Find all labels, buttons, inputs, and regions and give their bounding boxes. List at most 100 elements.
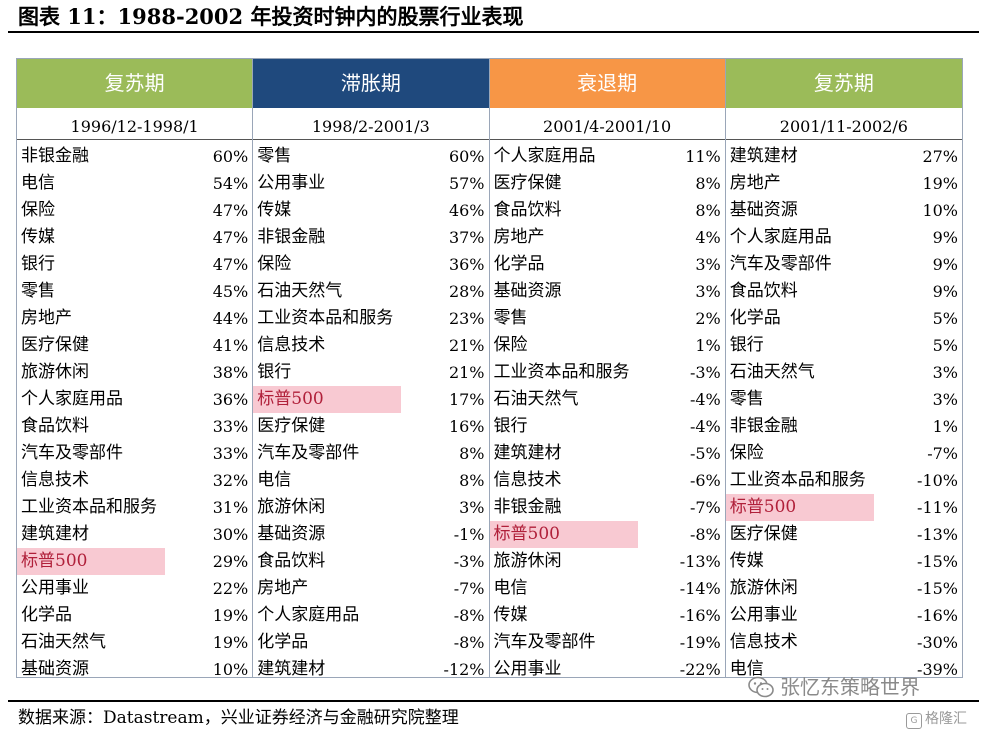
sector-return: -14%: [679, 579, 721, 598]
sector-name: 标普500: [21, 551, 88, 571]
sector-name: 食品饮料: [493, 200, 562, 220]
sector-return: 10%: [212, 660, 249, 679]
sector-row: 房地产 -7%: [253, 575, 488, 602]
sector-row: 非银金融 -7%: [490, 494, 725, 521]
sector-row: 非银金融 1%: [726, 413, 962, 440]
sector-return: 54%: [212, 174, 249, 193]
sector-return: 3%: [459, 498, 485, 517]
sector-row: 零售 60%: [253, 143, 488, 170]
sector-row: 化学品 5%: [726, 305, 962, 332]
sector-row: 基础资源 3%: [490, 278, 725, 305]
sector-name: 传媒: [493, 605, 528, 625]
sector-row: 公用事业 -22%: [490, 656, 725, 683]
benchmark-row: 标普500 17%: [253, 386, 488, 413]
sector-return: -8%: [689, 525, 721, 544]
sector-return: -11%: [917, 498, 958, 517]
sector-row: 个人家庭用品 36%: [17, 386, 252, 413]
period-label: 2001/11-2002/6: [725, 112, 962, 140]
sector-return: -30%: [917, 633, 958, 652]
sector-row: 银行 47%: [17, 251, 252, 278]
sector-name: 房地产: [257, 578, 309, 598]
sector-return: 16%: [448, 417, 485, 436]
sector-row: 旅游休闲 3%: [253, 494, 488, 521]
sector-row: 非银金融 37%: [253, 224, 488, 251]
sector-return: -19%: [679, 633, 721, 652]
sector-return: 21%: [448, 363, 485, 382]
sector-return: 38%: [212, 363, 249, 382]
sector-return: 46%: [448, 201, 485, 220]
sector-name: 汽车及零部件: [21, 443, 123, 463]
sector-return: -39%: [917, 660, 958, 679]
sector-row: 石油天然气 19%: [17, 629, 252, 656]
sector-row: 汽车及零部件 8%: [253, 440, 488, 467]
sector-row: 信息技术 -6%: [490, 467, 725, 494]
highlight-box: [253, 386, 402, 413]
sector-name: 电信: [257, 470, 292, 490]
sector-row: 公用事业 57%: [253, 170, 488, 197]
sector-return: 19%: [922, 174, 958, 193]
sector-return: -7%: [453, 579, 485, 598]
sector-return: -3%: [689, 363, 721, 382]
sector-return: 9%: [932, 255, 958, 274]
sector-row: 医疗保健 41%: [17, 332, 252, 359]
sector-return: 44%: [212, 309, 249, 328]
sector-name: 旅游休闲: [21, 362, 89, 382]
sector-name: 房地产: [493, 227, 545, 247]
sector-return: 36%: [212, 390, 249, 409]
sector-row: 化学品 19%: [17, 602, 252, 629]
sector-name: 工业资本品和服务: [729, 470, 866, 490]
sector-name: 旅游休闲: [729, 578, 798, 598]
sector-name: 医疗保健: [493, 173, 562, 193]
sector-name: 零售: [729, 389, 764, 409]
sector-return: 8%: [695, 201, 721, 220]
watermark-secondary: G 格隆汇: [906, 708, 967, 730]
sector-name: 保险: [729, 443, 764, 463]
sector-name: 工业资本品和服务: [21, 497, 157, 517]
sector-return: 47%: [212, 255, 249, 274]
sector-name: 食品饮料: [21, 416, 89, 436]
wechat-icon: [748, 676, 774, 698]
period-label: 2001/4-2001/10: [489, 112, 725, 140]
watermark: 张忆东策略世界: [748, 674, 920, 700]
sector-return: -10%: [917, 471, 958, 490]
sector-return: 3%: [932, 363, 958, 382]
sector-return: 11%: [685, 147, 721, 166]
phase-header: 衰退期: [489, 59, 725, 109]
phase-column: 衰退期 2001/4-2001/10 个人家庭用品 11% 医疗保健 8% 食品饮料 8% 房地…: [489, 59, 726, 679]
sector-name: 基础资源: [493, 281, 562, 301]
sector-list: 非银金融 60% 电信 54% 保险 47% 传媒 47% 银行 47% 零售 45% 房地产 44% 医疗…: [17, 140, 252, 683]
sector-row: 房地产 19%: [726, 170, 962, 197]
sector-name: 保险: [21, 200, 55, 220]
sector-name: 建筑建材: [493, 443, 562, 463]
sector-return: 4%: [695, 228, 721, 247]
sector-return: 5%: [932, 309, 958, 328]
watermark-text: 张忆东策略世界: [780, 675, 920, 699]
sector-name: 标普500: [257, 389, 324, 409]
sector-row: 信息技术 -30%: [726, 629, 962, 656]
benchmark-row: 标普500 -8%: [489, 521, 725, 548]
sector-return: 3%: [695, 282, 721, 301]
sector-name: 石油天然气: [493, 389, 579, 409]
phase-header: 复苏期: [725, 59, 962, 109]
sector-row: 保险 1%: [490, 332, 725, 359]
sector-row: 传媒 -15%: [726, 548, 962, 575]
sector-row: 信息技术 21%: [253, 332, 488, 359]
highlight-box: [489, 521, 638, 548]
sector-row: 化学品 -8%: [253, 629, 488, 656]
sector-name: 银行: [493, 416, 528, 436]
sector-row: 个人家庭用品 9%: [726, 224, 962, 251]
sector-name: 信息技术: [493, 470, 562, 490]
sector-row: 工业资本品和服务 -10%: [726, 467, 962, 494]
sector-row: 建筑建材 27%: [726, 143, 962, 170]
sector-return: 47%: [212, 201, 249, 220]
sector-row: 公用事业 22%: [17, 575, 252, 602]
sector-row: 建筑建材 -12%: [253, 656, 488, 683]
phase-column: 复苏期 1996/12-1998/1 非银金融 60% 电信 54% 保险 47% 传媒 47% 银…: [17, 59, 254, 679]
sector-row: 银行 5%: [726, 332, 962, 359]
sector-row: 零售 45%: [17, 278, 252, 305]
sector-return: 19%: [212, 606, 249, 625]
sector-name: 公用事业: [257, 173, 326, 193]
sector-name: 传媒: [21, 227, 55, 247]
sector-return: -3%: [453, 552, 485, 571]
sector-row: 石油天然气 3%: [726, 359, 962, 386]
